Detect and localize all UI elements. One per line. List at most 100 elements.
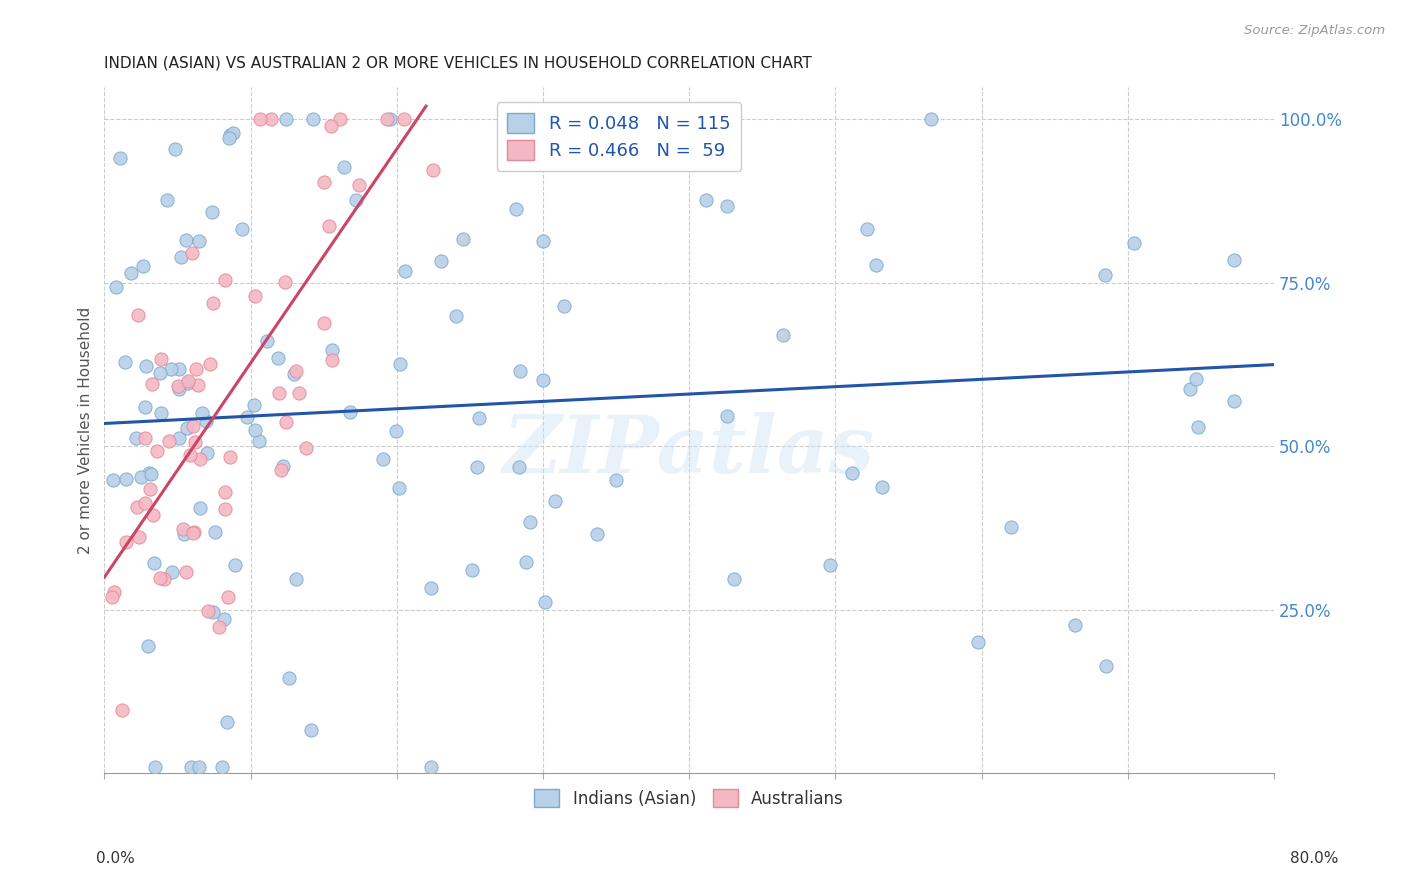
- Point: [256, 334, 278, 349]
- Point: [197, 604, 219, 618]
- Point: [156, 193, 179, 207]
- Point: [181, 526, 204, 541]
- Point: [173, 527, 195, 541]
- Point: [872, 480, 894, 494]
- Point: [347, 178, 370, 192]
- Point: [467, 411, 489, 425]
- Point: [195, 446, 218, 460]
- Point: [288, 386, 311, 401]
- Point: [312, 316, 335, 330]
- Point: [219, 128, 242, 142]
- Point: [772, 328, 794, 343]
- Point: [270, 462, 292, 476]
- Point: [184, 435, 207, 450]
- Point: [202, 606, 225, 620]
- Point: [273, 458, 295, 473]
- Point: [543, 494, 565, 508]
- Point: [394, 264, 416, 278]
- Point: [129, 470, 152, 484]
- Point: [1187, 420, 1209, 434]
- Point: [260, 112, 283, 127]
- Point: [172, 522, 194, 536]
- Point: [159, 362, 181, 376]
- Point: [1123, 236, 1146, 251]
- Point: [167, 362, 190, 376]
- Point: [115, 535, 138, 549]
- Point: [218, 131, 240, 145]
- Point: [1063, 618, 1085, 632]
- Text: ZIPatlas: ZIPatlas: [503, 412, 875, 490]
- Point: [150, 406, 173, 420]
- Point: [586, 526, 609, 541]
- Point: [208, 620, 231, 634]
- Point: [138, 466, 160, 480]
- Point: [380, 112, 402, 127]
- Point: [183, 524, 205, 539]
- Point: [249, 434, 271, 448]
- Point: [139, 467, 162, 482]
- Point: [136, 639, 159, 653]
- Point: [344, 193, 367, 207]
- Point: [276, 112, 298, 127]
- Point: [537, 116, 560, 130]
- Point: [111, 703, 134, 717]
- Point: [141, 377, 163, 392]
- Point: [284, 364, 307, 378]
- Point: [422, 163, 444, 178]
- Point: [187, 378, 209, 392]
- Point: [329, 112, 352, 127]
- Point: [534, 595, 557, 609]
- Point: [388, 357, 411, 371]
- Point: [190, 500, 212, 515]
- Text: Source: ZipAtlas.com: Source: ZipAtlas.com: [1244, 24, 1385, 37]
- Point: [420, 760, 443, 774]
- Point: [212, 612, 235, 626]
- Point: [967, 635, 990, 649]
- Point: [505, 202, 527, 216]
- Point: [1095, 659, 1118, 673]
- Point: [224, 558, 246, 573]
- Point: [285, 573, 308, 587]
- Point: [384, 425, 406, 439]
- Text: 80.0%: 80.0%: [1291, 851, 1339, 865]
- Point: [115, 472, 138, 486]
- Point: [114, 355, 136, 369]
- Point: [388, 481, 411, 495]
- Point: [219, 450, 242, 464]
- Point: [134, 496, 156, 510]
- Point: [100, 590, 122, 604]
- Point: [716, 199, 738, 213]
- Point: [453, 232, 475, 246]
- Point: [236, 410, 259, 425]
- Point: [217, 590, 239, 604]
- Point: [515, 555, 537, 569]
- Point: [149, 366, 172, 380]
- Point: [373, 451, 395, 466]
- Point: [215, 715, 238, 730]
- Text: 0.0%: 0.0%: [96, 851, 135, 865]
- Point: [1178, 382, 1201, 396]
- Point: [231, 221, 253, 235]
- Point: [139, 482, 162, 496]
- Point: [165, 143, 187, 157]
- Point: [180, 760, 202, 774]
- Point: [394, 112, 416, 127]
- Point: [430, 253, 453, 268]
- Point: [103, 585, 125, 599]
- Point: [176, 565, 198, 579]
- Point: [283, 367, 305, 381]
- Point: [167, 379, 190, 393]
- Point: [135, 359, 157, 373]
- Point: [128, 530, 150, 544]
- Point: [180, 246, 202, 260]
- Point: [127, 308, 149, 322]
- Point: [149, 571, 172, 585]
- Point: [716, 409, 738, 424]
- Point: [444, 310, 467, 324]
- Point: [134, 431, 156, 445]
- Point: [188, 452, 211, 467]
- Point: [134, 400, 156, 414]
- Point: [321, 343, 343, 357]
- Legend: Indians (Asian), Australians: Indians (Asian), Australians: [527, 782, 851, 814]
- Point: [856, 222, 879, 236]
